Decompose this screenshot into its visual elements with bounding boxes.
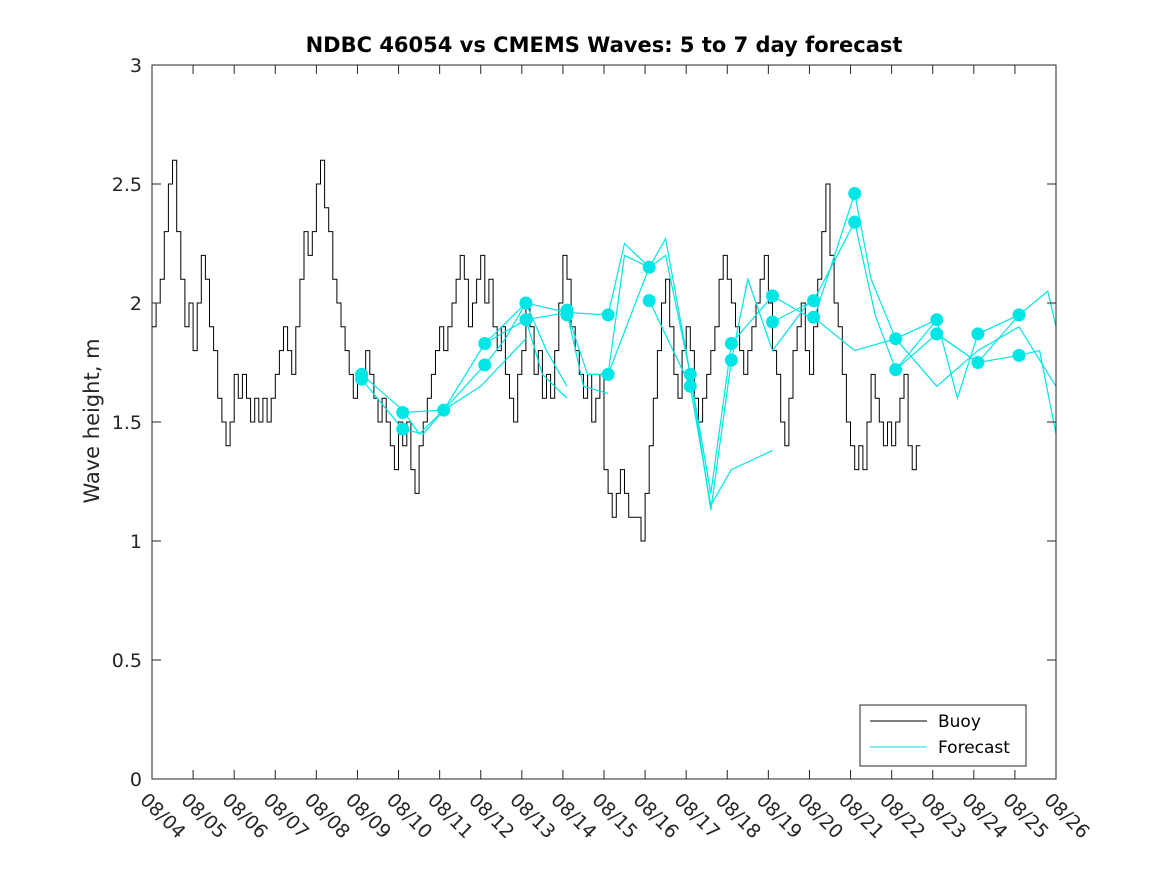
y-tick-label: 3 — [130, 55, 142, 77]
forecast-marker-point — [930, 327, 944, 341]
forecast-marker-point — [766, 315, 779, 329]
forecast-series-line-3 — [402, 318, 568, 414]
legend: Buoy Forecast — [859, 704, 1027, 767]
forecast-marker-point — [519, 296, 533, 310]
forecast-marker-point — [437, 403, 451, 417]
forecast-series-line-10 — [689, 276, 815, 511]
forecast-series-line-11 — [730, 193, 897, 344]
forecast-marker-point — [930, 313, 944, 327]
y-tick-label: 0 — [130, 769, 142, 791]
forecast-marker-point — [971, 356, 985, 369]
forecast-marker-point — [848, 215, 862, 229]
forecast-marker-point — [889, 363, 903, 377]
plot-area — [152, 159, 1057, 542]
forecast-marker-point — [1012, 348, 1026, 362]
forecast-marker-point — [807, 310, 821, 324]
y-tick-label: 1.5 — [112, 412, 142, 434]
forecast-marker-point — [683, 379, 697, 393]
y-tick-label: 1 — [130, 531, 142, 553]
forecast-marker-point — [396, 422, 410, 436]
forecast-marker-point — [807, 294, 821, 308]
forecast-marker-point — [724, 337, 738, 350]
forecast-marker-point — [601, 367, 615, 381]
forecast-marker-point — [889, 332, 903, 346]
forecast-marker-point — [560, 308, 574, 322]
forecast-marker-point — [396, 406, 410, 419]
forecast-marker-point — [724, 353, 738, 367]
forecast-series-line-12 — [772, 220, 938, 371]
chart-title: NDBC 46054 vs CMEMS Waves: 5 to 7 day fo… — [306, 33, 903, 57]
forecast-series-line-6 — [525, 254, 650, 375]
forecast-marker-point — [355, 372, 369, 386]
forecast-series-line-7 — [566, 236, 691, 375]
y-tick-label: 0.5 — [112, 650, 142, 672]
y-axis-label: Wave height, m — [80, 338, 104, 503]
forecast-series-line-16 — [895, 325, 1057, 388]
forecast-marker-point — [1012, 308, 1026, 322]
forecast-marker-point — [642, 294, 656, 308]
y-tick-label: 2.5 — [112, 174, 142, 196]
forecast-marker-point — [519, 313, 533, 327]
forecast-series-line-8 — [607, 254, 732, 494]
forecast-series-line-2 — [361, 338, 527, 435]
forecast-series-line-9 — [648, 300, 773, 508]
legend-forecast-label: Forecast — [938, 738, 1010, 758]
forecast-marker-point — [766, 289, 779, 303]
forecast-series-line-4 — [443, 301, 568, 411]
y-tick-label: 2 — [130, 293, 142, 315]
buoy-series-line — [152, 159, 921, 542]
forecast-series-line-1 — [361, 373, 445, 435]
forecast-marker-point — [848, 187, 862, 200]
forecast-marker-point — [971, 327, 985, 341]
legend-box — [859, 704, 1027, 767]
forecast-marker-point — [642, 260, 656, 274]
forecast-marker-point — [478, 358, 492, 372]
forecast-marker-point — [478, 337, 492, 350]
legend-buoy-label: Buoy — [938, 712, 981, 732]
forecast-marker-point — [683, 367, 697, 381]
forecast-marker-point — [601, 308, 615, 322]
